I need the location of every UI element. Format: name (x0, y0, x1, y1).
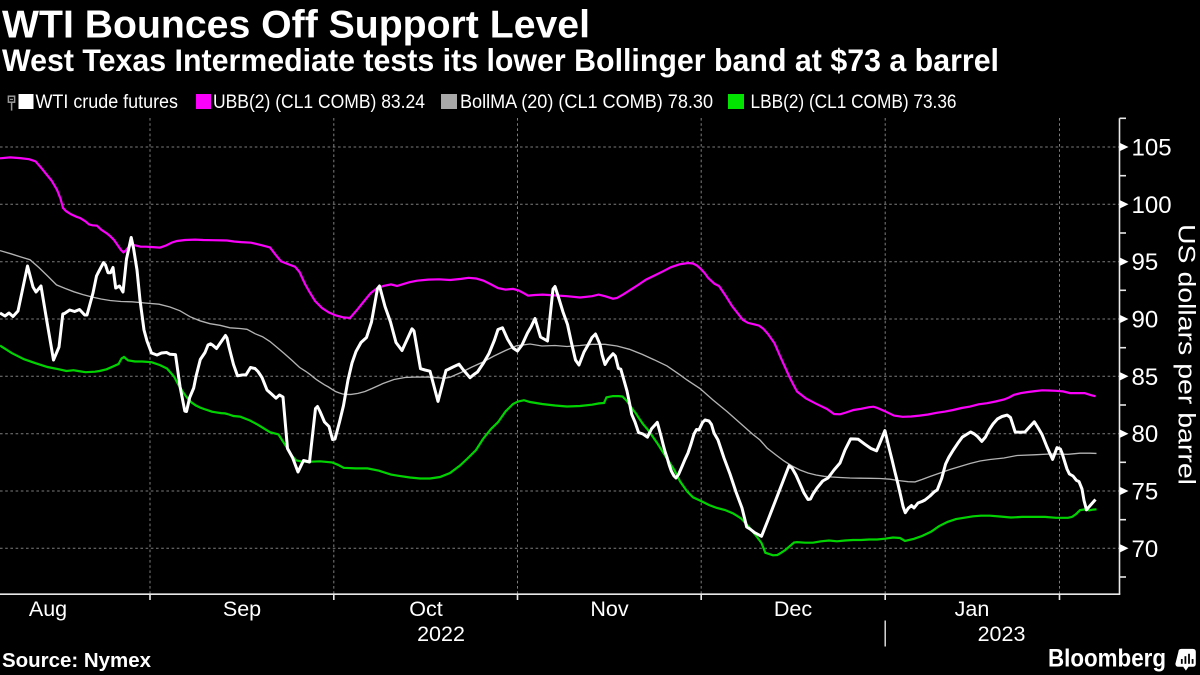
svg-text:Sep: Sep (223, 597, 261, 621)
svg-text:95: 95 (1132, 249, 1159, 276)
svg-text:75: 75 (1132, 479, 1159, 506)
svg-text:105: 105 (1132, 135, 1172, 162)
svg-text:100: 100 (1132, 192, 1172, 219)
svg-text:90: 90 (1132, 307, 1159, 334)
svg-text:UBB(2) (CL1 COMB) 83.24: UBB(2) (CL1 COMB) 83.24 (213, 92, 425, 113)
svg-text:Source: Nymex: Source: Nymex (2, 650, 151, 672)
svg-text:2023: 2023 (978, 622, 1026, 646)
svg-text:West Texas Intermediate tests: West Texas Intermediate tests its lower … (2, 42, 999, 78)
svg-text:80: 80 (1132, 421, 1159, 448)
svg-text:Oct: Oct (409, 597, 442, 621)
svg-text:Aug: Aug (29, 597, 67, 621)
svg-text:WTI Bounces Off Support Level: WTI Bounces Off Support Level (2, 4, 590, 47)
svg-text:Nov: Nov (590, 597, 628, 621)
svg-text:BollMA (20) (CL1 COMB) 78.30: BollMA (20) (CL1 COMB) 78.30 (460, 92, 713, 113)
svg-text:WTI crude futures: WTI crude futures (36, 92, 179, 113)
svg-text:LBB(2) (CL1 COMB) 73.36: LBB(2) (CL1 COMB) 73.36 (751, 92, 957, 113)
svg-text:2022: 2022 (417, 622, 465, 646)
svg-text:Bloomberg: Bloomberg (1048, 645, 1166, 673)
svg-text:85: 85 (1132, 364, 1159, 391)
svg-text:US dollars per barrel: US dollars per barrel (1173, 224, 1200, 485)
svg-text:Dec: Dec (774, 597, 812, 621)
svg-text:70: 70 (1132, 536, 1159, 563)
svg-text:Jan: Jan (955, 597, 990, 621)
